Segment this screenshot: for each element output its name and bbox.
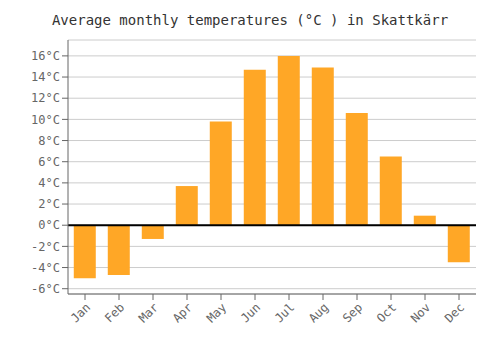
svg-text:Apr: Apr [170,300,195,325]
svg-text:Aug: Aug [306,300,331,325]
svg-text:4°C: 4°C [38,176,60,190]
svg-text:-2°C: -2°C [31,240,60,254]
html-text:Average monthly temperatures (: Average monthly temperatures (°C ) in Sk… [51,12,449,28]
svg-text:Nov: Nov [408,300,433,325]
svg-text:-4°C: -4°C [31,261,60,275]
svg-text:16°C: 16°C [31,49,60,63]
svg-text:2°C: 2°C [38,197,60,211]
svg-text:May: May [204,300,229,325]
svg-text:10°C: 10°C [31,113,60,127]
svg-text:8°C: 8°C [38,134,60,148]
svg-text:Sep: Sep [340,300,365,325]
svg-text:Mar: Mar [136,300,161,325]
svg-text:Jun: Jun [238,300,263,325]
svg-text:14°C: 14°C [31,70,60,84]
svg-text:Feb: Feb [102,300,127,325]
svg-text:Jul: Jul [272,300,297,325]
svg-text:Dec: Dec [442,300,467,325]
svg-text:6°C: 6°C [38,155,60,169]
svg-text:12°C: 12°C [31,91,60,105]
svg-text:-6°C: -6°C [31,282,60,296]
svg-text:0°C: 0°C [38,218,60,232]
svg-text:Oct: Oct [374,300,399,325]
svg-text:Jan: Jan [68,300,93,325]
